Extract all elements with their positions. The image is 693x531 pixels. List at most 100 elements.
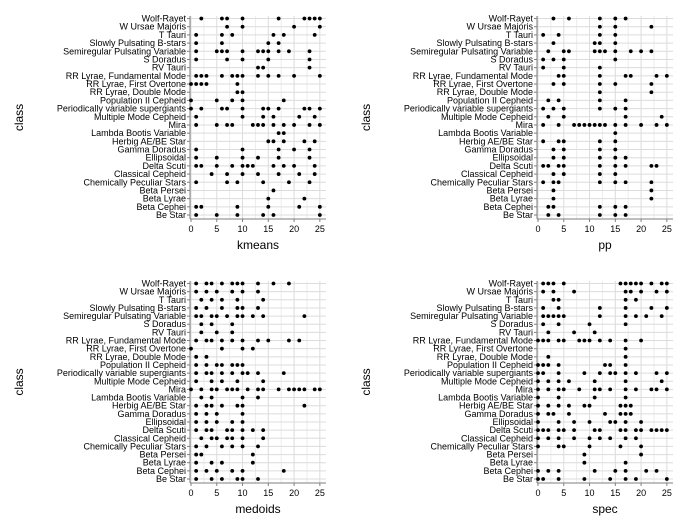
y-tick-label: Delta Scuti: [489, 425, 533, 435]
data-point: [199, 452, 204, 457]
data-point: [577, 338, 582, 343]
data-point: [654, 468, 659, 473]
y-tick-label: Be Star: [503, 474, 533, 484]
data-point: [546, 379, 551, 384]
y-tick-label: RR Lyrae, First Overtone: [86, 79, 186, 89]
data-point: [281, 371, 286, 376]
x-tick-label: 25: [662, 488, 672, 498]
x-tick-label: 15: [263, 488, 273, 498]
data-point: [536, 468, 540, 473]
data-point: [287, 49, 291, 54]
data-point: [618, 428, 623, 433]
data-point: [250, 314, 255, 318]
y-tick-label: T Tauri: [159, 30, 186, 40]
data-point: [603, 411, 607, 416]
data-point: [541, 363, 546, 367]
data-point: [613, 371, 618, 376]
data-point: [623, 73, 628, 78]
data-point: [204, 289, 209, 294]
data-point: [597, 98, 602, 103]
data-point: [541, 65, 546, 70]
data-point: [649, 306, 654, 310]
data-point: [302, 106, 307, 111]
data-point: [546, 428, 551, 433]
data-point: [281, 33, 286, 37]
data-point: [220, 41, 224, 46]
data-point: [541, 180, 546, 185]
data-point: [240, 338, 245, 343]
data-point: [240, 147, 245, 152]
y-tick-label: RR Lyrae, First Overtone: [433, 344, 533, 354]
y-tick-label: Be Star: [156, 210, 186, 220]
data-point: [287, 338, 291, 343]
data-point: [235, 306, 240, 310]
data-point: [261, 297, 266, 302]
data-point: [587, 420, 592, 424]
data-point: [561, 106, 566, 111]
data-point: [230, 289, 235, 294]
data-point: [613, 139, 618, 144]
data-point: [587, 436, 592, 441]
data-point: [220, 49, 224, 54]
data-point: [541, 57, 546, 62]
data-point: [664, 387, 669, 392]
data-point: [556, 322, 561, 327]
data-point: [639, 49, 643, 54]
y-tick-label: Chemically Peculiar Stars: [430, 441, 533, 451]
data-point: [209, 387, 214, 392]
data-point: [597, 49, 602, 54]
data-point: [256, 371, 260, 376]
data-point: [546, 114, 551, 119]
data-point: [572, 330, 576, 335]
data-point: [199, 16, 204, 21]
data-point: [608, 436, 613, 441]
data-point: [541, 281, 546, 286]
data-point: [628, 49, 633, 54]
data-point: [240, 106, 245, 111]
data-point: [189, 346, 193, 351]
data-point: [194, 82, 199, 86]
x-tick-label: 15: [610, 488, 620, 498]
data-point: [546, 411, 551, 416]
y-tick-label: RR Lyrae, Fundamental Mode: [66, 71, 186, 81]
data-point: [556, 395, 561, 400]
data-point: [276, 147, 281, 152]
data-point: [623, 98, 628, 103]
data-point: [623, 180, 628, 185]
data-point: [194, 41, 199, 46]
data-point: [623, 363, 628, 367]
y-tick-label: Beta Cephei: [483, 202, 533, 212]
data-point: [551, 106, 556, 111]
data-point: [250, 452, 255, 457]
data-point: [556, 33, 561, 37]
data-point: [214, 420, 219, 424]
x-tick-label: 15: [610, 224, 620, 234]
data-point: [292, 387, 296, 392]
y-tick-label: Periodically variable supergiants: [404, 104, 534, 114]
data-point: [597, 65, 602, 70]
data-point: [639, 452, 643, 457]
data-point: [194, 73, 199, 78]
y-axis-title: class: [359, 368, 373, 395]
data-point: [634, 297, 638, 302]
data-point: [194, 338, 199, 343]
data-point: [628, 73, 633, 78]
data-point: [561, 387, 566, 392]
data-point: [634, 387, 638, 392]
data-point: [623, 163, 628, 168]
data-point: [597, 41, 602, 46]
data-point: [623, 411, 628, 416]
data-point: [204, 73, 209, 78]
y-tick-label: Mira: [516, 384, 534, 394]
y-tick-label: RR Lyrae, Fundamental Mode: [66, 336, 186, 346]
data-point: [649, 163, 654, 168]
x-tick-label: 5: [214, 224, 219, 234]
data-point: [240, 420, 245, 424]
data-point: [546, 363, 551, 367]
data-point: [240, 57, 245, 62]
data-point: [256, 155, 260, 160]
data-point: [587, 338, 592, 343]
data-point: [256, 338, 260, 343]
data-point: [220, 281, 224, 286]
data-point: [556, 403, 561, 408]
